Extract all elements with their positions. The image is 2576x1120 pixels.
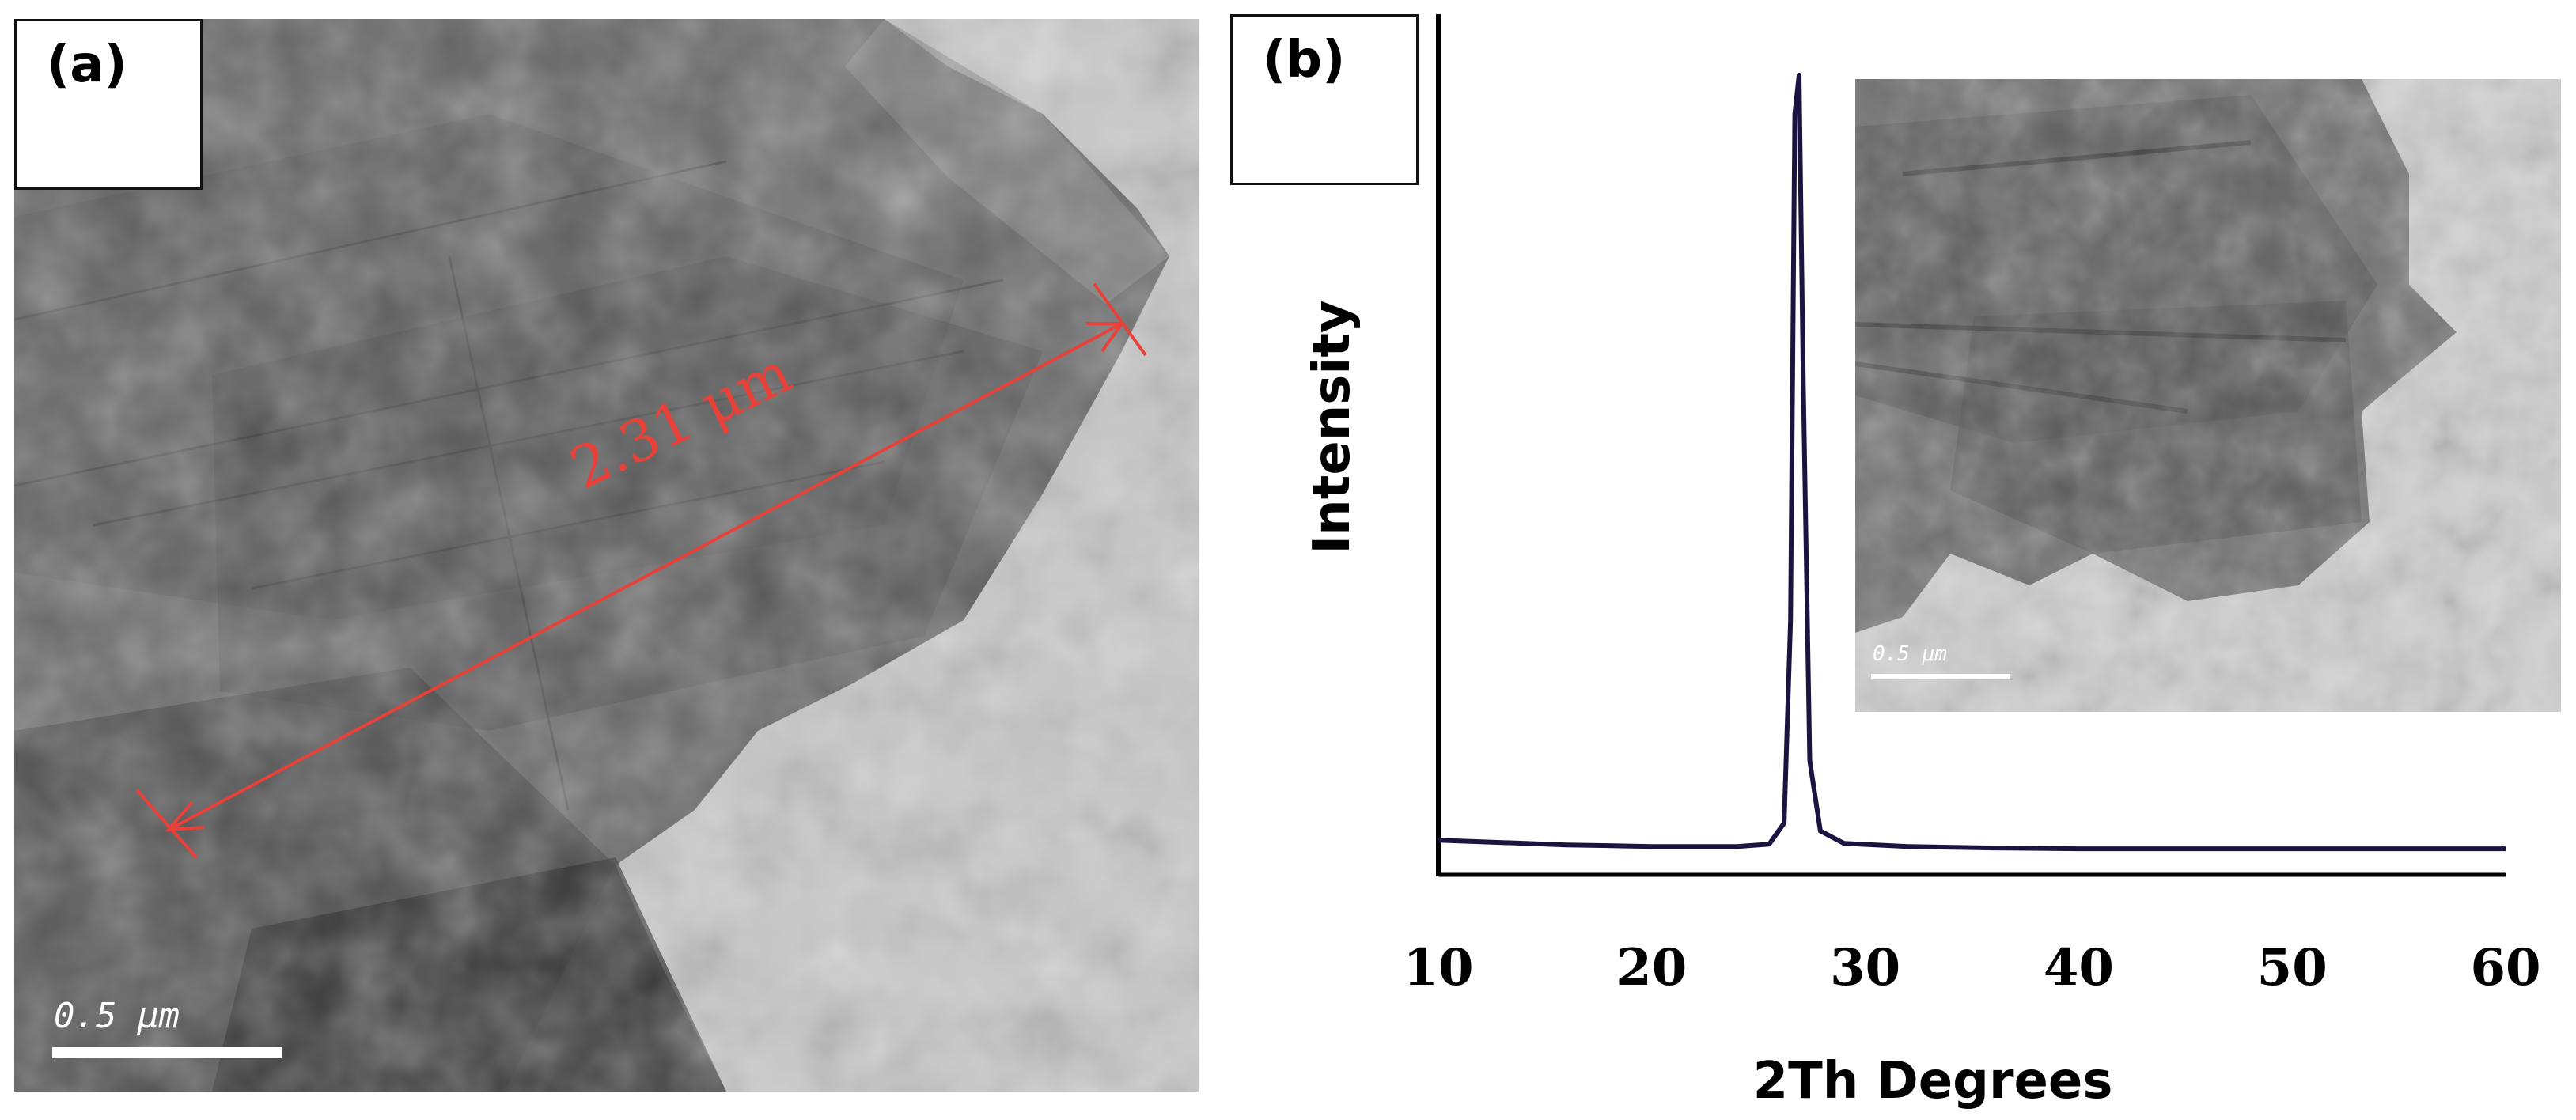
panel-label-a-text: (a) [47,36,127,94]
tem-image-a: 2.31 μm 0.5 μm [14,19,1199,1092]
x-tick-label: 40 [2044,938,2114,997]
panel-a: 2.31 μm 0.5 μm (a) [14,19,1199,1092]
x-tick-label: 10 [1403,938,1473,997]
inset-scale-bar-label: 0.5 μm [1873,642,1947,666]
panel-label-b: (b) [1230,14,1419,185]
xrd-series-line [1438,73,2506,852]
scale-bar [52,1047,282,1058]
x-tick-label: 50 [2257,938,2328,997]
panel-label-b-text: (b) [1263,31,1346,89]
x-tick-label: 60 [2470,938,2540,997]
x-axis-label: 2Th Degrees [1753,1052,2113,1111]
x-tick-label: 20 [1616,938,1687,997]
panel-label-a: (a) [14,19,203,190]
y-axis-label: Intensity [1303,300,1362,554]
measurement-arrow [135,282,1147,859]
scale-bar-label: 0.5 μm [54,996,180,1036]
inset-tem-image: 0.5 μm [1855,79,2561,712]
tem-micrograph-a [14,19,1199,1092]
x-tick-label: 30 [1830,938,1900,997]
tem-micrograph-b [1855,79,2561,712]
inset-scale-bar [1871,674,2010,679]
